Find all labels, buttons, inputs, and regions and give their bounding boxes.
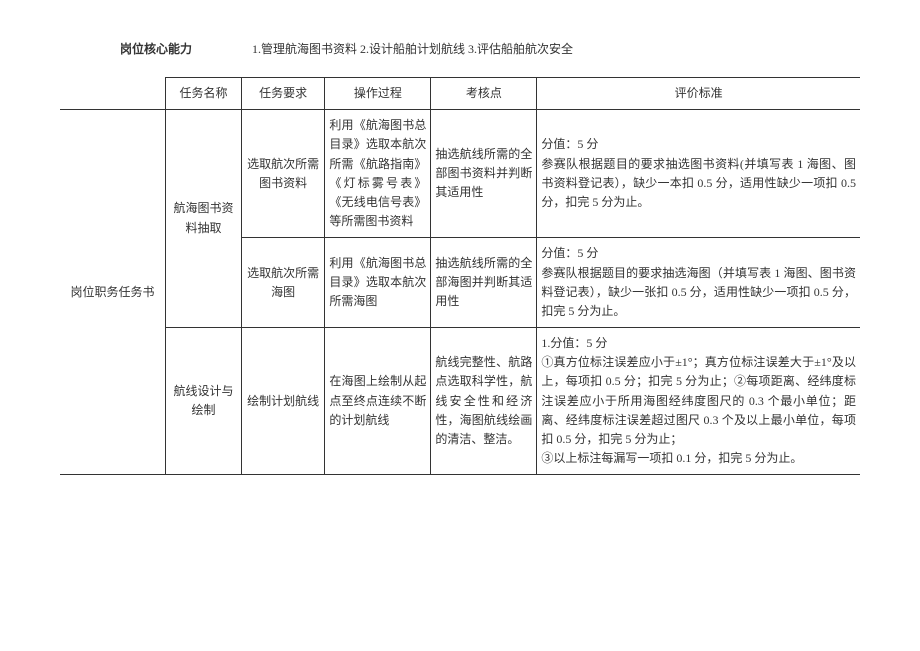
criteria-cell: 1.分值：5 分①真方位标注误差应小于±1°；真方位标注误差大于±1°及以上，每…	[537, 328, 860, 475]
col-checkpoint: 考核点	[431, 78, 537, 110]
task-name-cell: 航海图书资料抽取	[166, 110, 242, 328]
col-criteria: 评价标准	[537, 78, 860, 110]
operation-cell: 在海图上绘制从起点至终点连续不断的计划航线	[325, 328, 431, 475]
criteria-cell: 分值：5 分参赛队根据题目的要求抽选图书资料(并填写表 1 海图、图书资料登记表…	[537, 110, 860, 238]
main-table: 任务名称 任务要求 操作过程 考核点 评价标准 岗位职务任务书 航海图书资料抽取…	[60, 77, 860, 475]
table-row: 岗位职务任务书 航海图书资料抽取 选取航次所需图书资料 利用《航海图书总目录》选…	[60, 110, 860, 238]
checkpoint-cell: 抽选航线所需的全部海图并判断其适用性	[431, 238, 537, 328]
header-label: 岗位核心能力	[120, 40, 192, 57]
checkpoint-cell: 抽选航线所需的全部图书资料并判断其适用性	[431, 110, 537, 238]
header-content: 1.管理航海图书资料 2.设计船舶计划航线 3.评估船舶航次安全	[252, 40, 573, 57]
operation-cell: 利用《航海图书总目录》选取本航次所需海图	[325, 238, 431, 328]
operation-cell: 利用《航海图书总目录》选取本航次所需《航路指南》《灯标雾号表》《无线电信号表》等…	[325, 110, 431, 238]
table-row: 航线设计与绘制 绘制计划航线 在海图上绘制从起点至终点连续不断的计划航线 航线完…	[60, 328, 860, 475]
task-req-cell: 绘制计划航线	[241, 328, 324, 475]
task-name-cell: 航线设计与绘制	[166, 328, 242, 475]
table-header-row: 任务名称 任务要求 操作过程 考核点 评价标准	[60, 78, 860, 110]
col-task-req: 任务要求	[241, 78, 324, 110]
col-operation: 操作过程	[325, 78, 431, 110]
header-row: 岗位核心能力 1.管理航海图书资料 2.设计船舶计划航线 3.评估船舶航次安全	[60, 40, 860, 57]
col-task-name: 任务名称	[166, 78, 242, 110]
criteria-cell: 分值：5 分参赛队根据题目的要求抽选海图（并填写表 1 海图、图书资料登记表），…	[537, 238, 860, 328]
section-cell: 岗位职务任务书	[60, 110, 166, 475]
task-req-cell: 选取航次所需海图	[241, 238, 324, 328]
checkpoint-cell: 航线完整性、航路点选取科学性，航线安全性和经济性，海图航线绘画的清洁、整洁。	[431, 328, 537, 475]
task-req-cell: 选取航次所需图书资料	[241, 110, 324, 238]
